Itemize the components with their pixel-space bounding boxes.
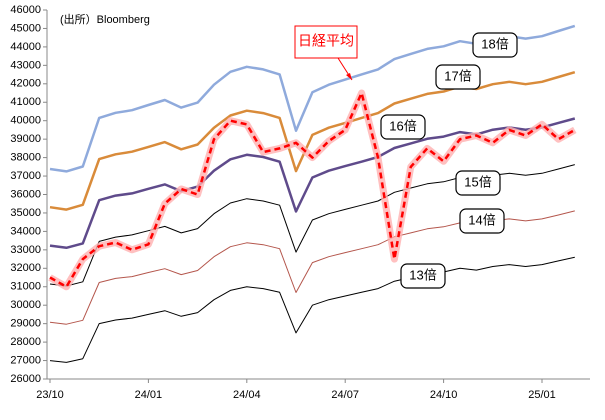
y-tick-label: 40000 (10, 115, 41, 127)
label-box (459, 208, 505, 234)
x-tick-label: 24/07 (331, 389, 359, 401)
label-box (294, 25, 358, 59)
label-box (400, 263, 446, 289)
x-tick-label: 24/01 (135, 389, 163, 401)
legend-label: 17倍 (444, 68, 471, 83)
y-tick-label: 27000 (10, 354, 41, 366)
x-tick-label: 24/10 (430, 389, 458, 401)
legend-label: 16倍 (389, 118, 416, 133)
y-tick-label: 46000 (10, 4, 41, 16)
label-box (435, 64, 481, 90)
x-tick-label: 25/01 (528, 389, 556, 401)
y-tick-label: 31000 (10, 281, 41, 293)
label-box (455, 170, 501, 196)
line (49, 91, 576, 289)
y-tick-label: 42000 (10, 78, 41, 90)
y-tick-label: 36000 (10, 188, 41, 200)
y-tick-label: 37000 (10, 170, 41, 182)
y-tick-label: 29000 (10, 318, 41, 330)
x-tick-label: 24/04 (233, 389, 261, 401)
arrow-head (346, 73, 352, 80)
y-tick-label: 35000 (10, 207, 41, 219)
legend-label: 15倍 (464, 174, 491, 189)
x-tick-label: 23/10 (36, 389, 64, 401)
label-box (380, 114, 426, 140)
line (49, 117, 576, 250)
y-tick-label: 44000 (10, 41, 41, 53)
line (49, 256, 575, 363)
line (49, 71, 576, 211)
y-tick-label: 45000 (10, 22, 41, 34)
y-tick-label: 34000 (10, 225, 41, 237)
legend-label: 日経平均 (298, 33, 354, 49)
y-tick-label: 33000 (10, 244, 41, 256)
label-box (472, 32, 518, 58)
y-tick-label: 41000 (10, 96, 41, 108)
y-tick-label: 43000 (10, 59, 41, 71)
y-tick-label: 28000 (10, 336, 41, 348)
legend-label: 18倍 (481, 36, 508, 51)
y-tick-label: 38000 (10, 152, 41, 164)
legend-label: 14倍 (468, 212, 495, 227)
y-tick-label: 30000 (10, 299, 41, 311)
y-tick-label: 39000 (10, 133, 41, 145)
y-tick-label: 32000 (10, 262, 41, 274)
source-note: (出所）Bloomberg (60, 12, 150, 26)
y-tick-label: 26000 (10, 373, 41, 385)
legend-label: 13倍 (409, 267, 436, 282)
